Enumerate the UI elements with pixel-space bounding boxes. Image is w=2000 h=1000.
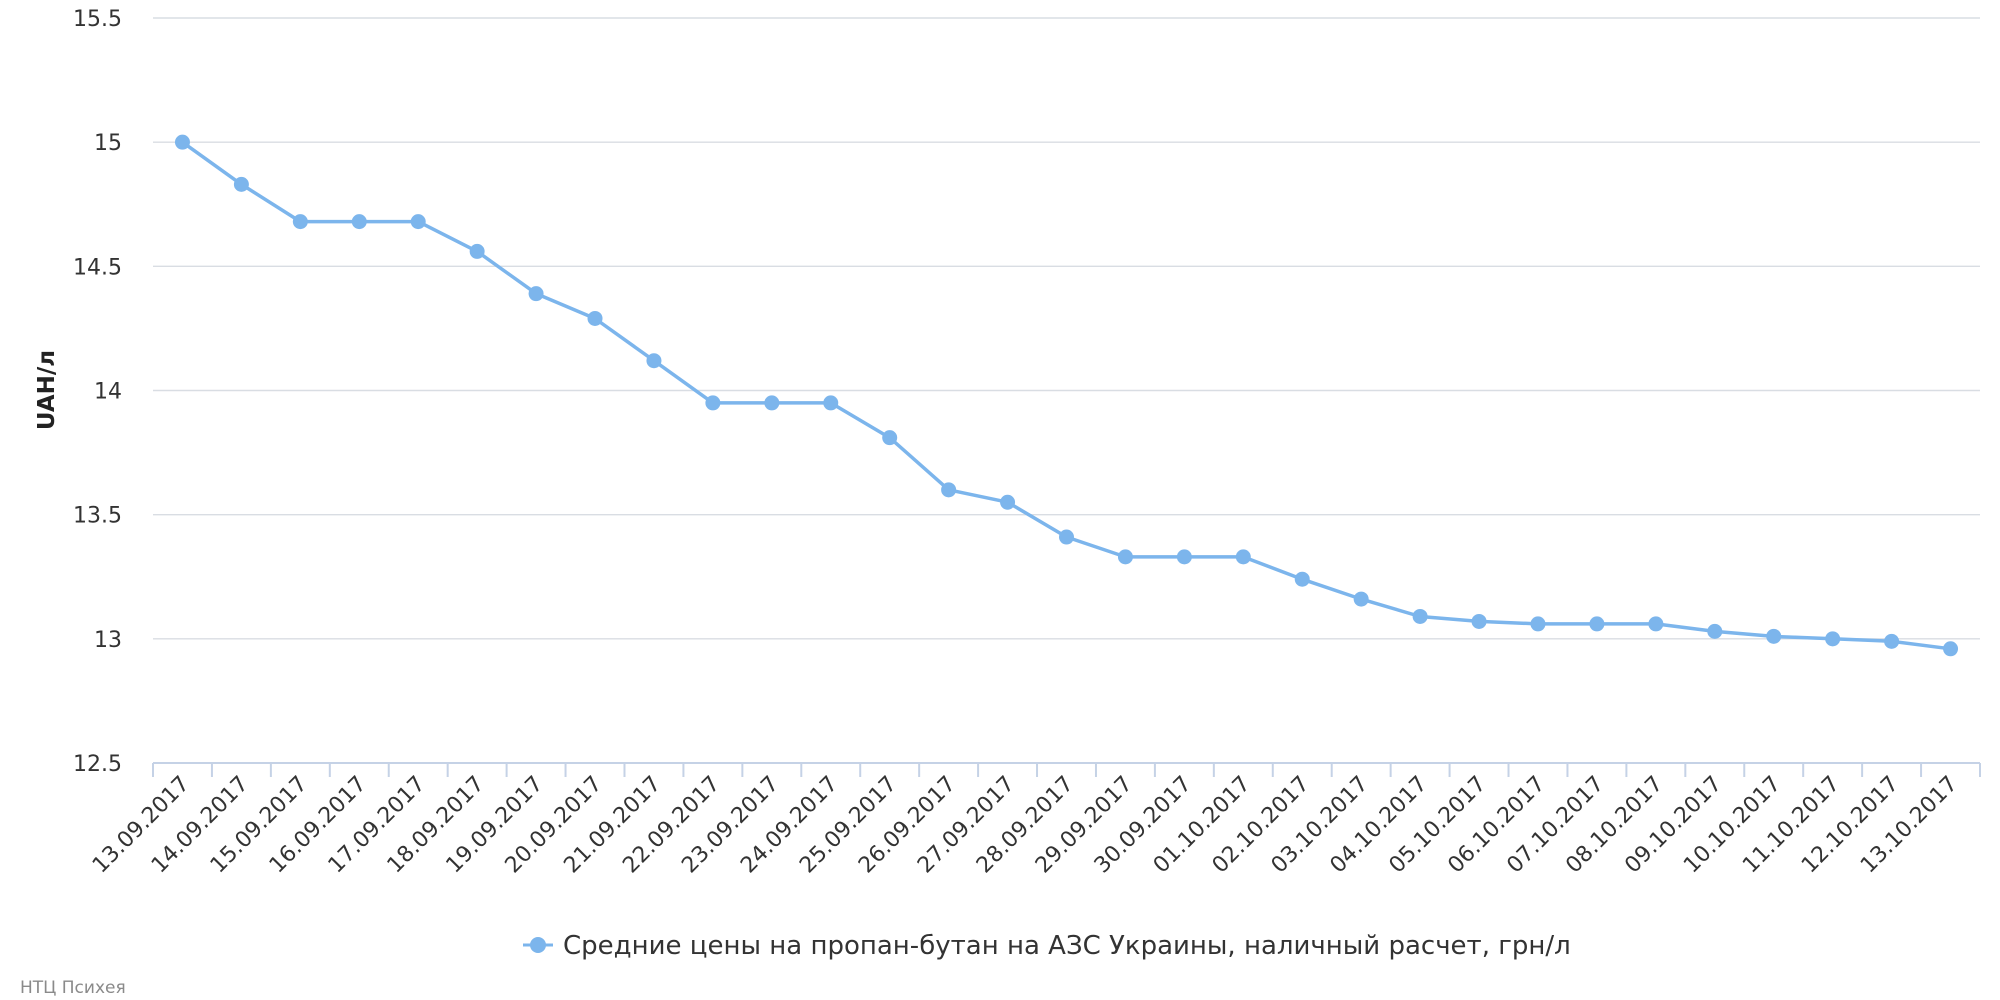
data-point[interactable] (823, 395, 839, 411)
y-axis-ticks: 12.5 13 13.5 14 14.5 15 15.5 (73, 7, 122, 777)
data-point[interactable] (705, 395, 721, 411)
data-point[interactable] (1471, 613, 1487, 629)
credits[interactable]: НТЦ Психея (20, 978, 126, 998)
data-point[interactable] (1000, 494, 1016, 510)
data-point[interactable] (1235, 549, 1251, 565)
data-point[interactable] (410, 214, 426, 230)
data-point[interactable] (292, 214, 308, 230)
data-point[interactable] (528, 286, 544, 302)
y-tick-label: 14 (94, 380, 122, 405)
data-point[interactable] (764, 395, 780, 411)
data-point[interactable] (1117, 549, 1133, 565)
data-point[interactable] (1589, 616, 1605, 632)
data-point[interactable] (233, 176, 249, 192)
x-axis: 13.09.201714.09.201715.09.201716.09.2017… (88, 762, 1981, 878)
y-tick-label: 13.5 (73, 504, 122, 529)
legend[interactable]: Средние цены на пропан-бутан на АЗС Укра… (523, 931, 1571, 961)
y-tick-label: 12.5 (73, 752, 122, 777)
data-point[interactable] (1294, 571, 1310, 587)
y-tick-label: 14.5 (73, 255, 122, 280)
y-tick-label: 15 (94, 131, 122, 156)
data-point[interactable] (646, 353, 662, 369)
data-point[interactable] (1707, 623, 1723, 639)
data-point[interactable] (1648, 616, 1664, 632)
data-point[interactable] (351, 214, 367, 230)
series-line (180, 140, 1953, 651)
grid-lines (153, 17, 1980, 640)
data-point[interactable] (1176, 549, 1192, 565)
legend-label: Средние цены на пропан-бутан на АЗС Укра… (563, 931, 1571, 961)
data-point[interactable] (1412, 608, 1428, 624)
legend-marker-icon (530, 937, 546, 953)
data-point[interactable] (1943, 641, 1959, 657)
data-point[interactable] (1353, 591, 1369, 607)
data-point[interactable] (587, 310, 603, 326)
y-tick-label: 15.5 (73, 7, 122, 32)
data-point[interactable] (1884, 633, 1900, 649)
data-point[interactable] (174, 134, 190, 150)
data-point[interactable] (882, 430, 898, 446)
data-point[interactable] (469, 243, 485, 259)
y-tick-label: 13 (94, 628, 122, 653)
data-point[interactable] (1059, 529, 1074, 545)
data-point[interactable] (941, 482, 957, 498)
data-point[interactable] (1530, 616, 1546, 632)
y-axis-label: UAH/л (34, 350, 60, 430)
data-point[interactable] (1825, 631, 1841, 647)
data-point[interactable] (1766, 628, 1782, 644)
series-layer (174, 134, 1959, 657)
